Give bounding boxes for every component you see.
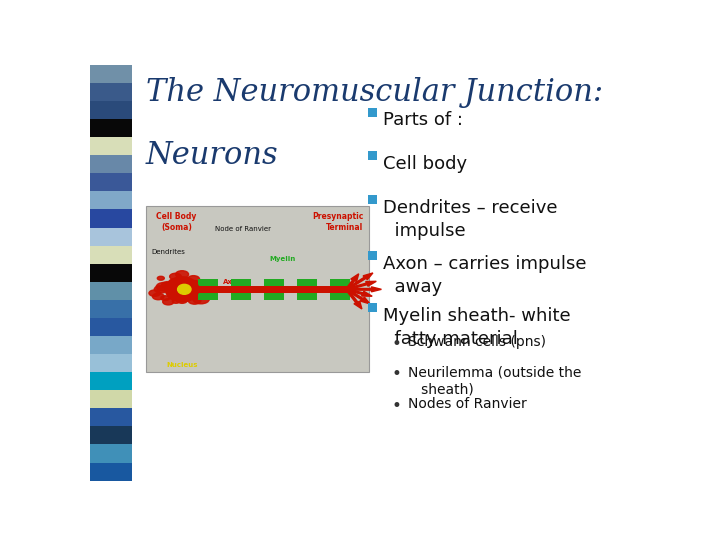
Text: Nucleus: Nucleus (166, 362, 198, 368)
Ellipse shape (198, 285, 215, 294)
Ellipse shape (175, 269, 189, 278)
Bar (90, 155, 132, 173)
Ellipse shape (161, 298, 166, 301)
Text: Cell Body: Cell Body (156, 212, 197, 221)
Ellipse shape (186, 273, 194, 277)
Ellipse shape (174, 298, 190, 307)
Text: Neurons: Neurons (145, 140, 279, 171)
Bar (368, 251, 377, 260)
Bar (90, 318, 132, 336)
Ellipse shape (156, 288, 170, 296)
Text: Axon – carries impulse
  away: Axon – carries impulse away (383, 255, 587, 296)
Bar (297, 279, 317, 300)
Ellipse shape (197, 297, 205, 302)
Ellipse shape (157, 286, 169, 293)
Text: Parts of :: Parts of : (383, 111, 463, 130)
Bar (90, 65, 132, 83)
Bar (90, 173, 132, 191)
Bar (90, 264, 132, 282)
Bar (368, 107, 377, 117)
Bar (90, 227, 132, 246)
Ellipse shape (161, 298, 175, 306)
Circle shape (166, 277, 199, 302)
Ellipse shape (198, 293, 211, 300)
Ellipse shape (162, 273, 171, 278)
Bar (90, 354, 132, 372)
Bar (368, 195, 377, 204)
Bar (90, 191, 132, 210)
Ellipse shape (194, 301, 200, 305)
Ellipse shape (160, 281, 170, 287)
Bar (368, 151, 377, 160)
Bar (264, 279, 284, 300)
Ellipse shape (191, 276, 197, 280)
Ellipse shape (180, 294, 192, 300)
Text: Axon: Axon (222, 279, 242, 285)
FancyArrow shape (346, 269, 362, 290)
Bar (90, 463, 132, 481)
Bar (90, 282, 132, 300)
Text: Dendrites – receive
  impulse: Dendrites – receive impulse (383, 199, 557, 240)
Bar (231, 279, 251, 300)
Text: Schwann cells (pns): Schwann cells (pns) (408, 335, 546, 349)
Text: •: • (392, 335, 402, 354)
Bar (90, 372, 132, 390)
Ellipse shape (163, 285, 170, 289)
FancyArrow shape (346, 289, 359, 306)
Ellipse shape (164, 280, 179, 288)
Bar (198, 279, 217, 300)
FancyArrow shape (347, 287, 379, 292)
Bar (90, 408, 132, 427)
Bar (90, 336, 132, 354)
FancyArrow shape (346, 277, 366, 290)
Text: The Neuromuscular Junction:: The Neuromuscular Junction: (145, 77, 603, 109)
Bar (90, 101, 132, 119)
Text: Terminal: Terminal (326, 223, 364, 232)
Ellipse shape (205, 282, 218, 289)
Bar (330, 279, 350, 300)
Bar (368, 303, 377, 312)
Bar (90, 83, 132, 101)
Bar (90, 444, 132, 463)
Text: Nodes of Ranvier: Nodes of Ranvier (408, 397, 527, 411)
Bar (90, 427, 132, 444)
Text: Neurilemma (outside the
   sheath): Neurilemma (outside the sheath) (408, 366, 582, 397)
Ellipse shape (194, 289, 203, 294)
Bar (90, 300, 132, 318)
Bar (90, 119, 132, 137)
Bar (198, 286, 347, 293)
FancyBboxPatch shape (145, 206, 369, 373)
Bar (90, 390, 132, 408)
Ellipse shape (187, 281, 202, 289)
Bar (90, 137, 132, 155)
Text: (Soma): (Soma) (161, 223, 192, 232)
FancyArrow shape (346, 289, 368, 302)
FancyArrow shape (346, 282, 374, 290)
Text: Cell body: Cell body (383, 155, 467, 173)
Bar (90, 246, 132, 264)
Ellipse shape (167, 270, 182, 279)
Ellipse shape (166, 291, 174, 295)
Text: Node of Ranvier: Node of Ranvier (215, 226, 271, 232)
Text: •: • (392, 397, 402, 415)
Text: Presynaptic: Presynaptic (312, 212, 364, 221)
Circle shape (178, 285, 191, 294)
Text: Myelin: Myelin (269, 256, 296, 262)
Ellipse shape (192, 280, 201, 285)
Bar (90, 210, 132, 227)
FancyArrow shape (346, 288, 378, 298)
Text: •: • (392, 366, 402, 383)
Ellipse shape (172, 295, 183, 301)
Text: Dendrites: Dendrites (151, 249, 185, 255)
Text: Myelin sheath- white
  fatty material: Myelin sheath- white fatty material (383, 307, 570, 348)
